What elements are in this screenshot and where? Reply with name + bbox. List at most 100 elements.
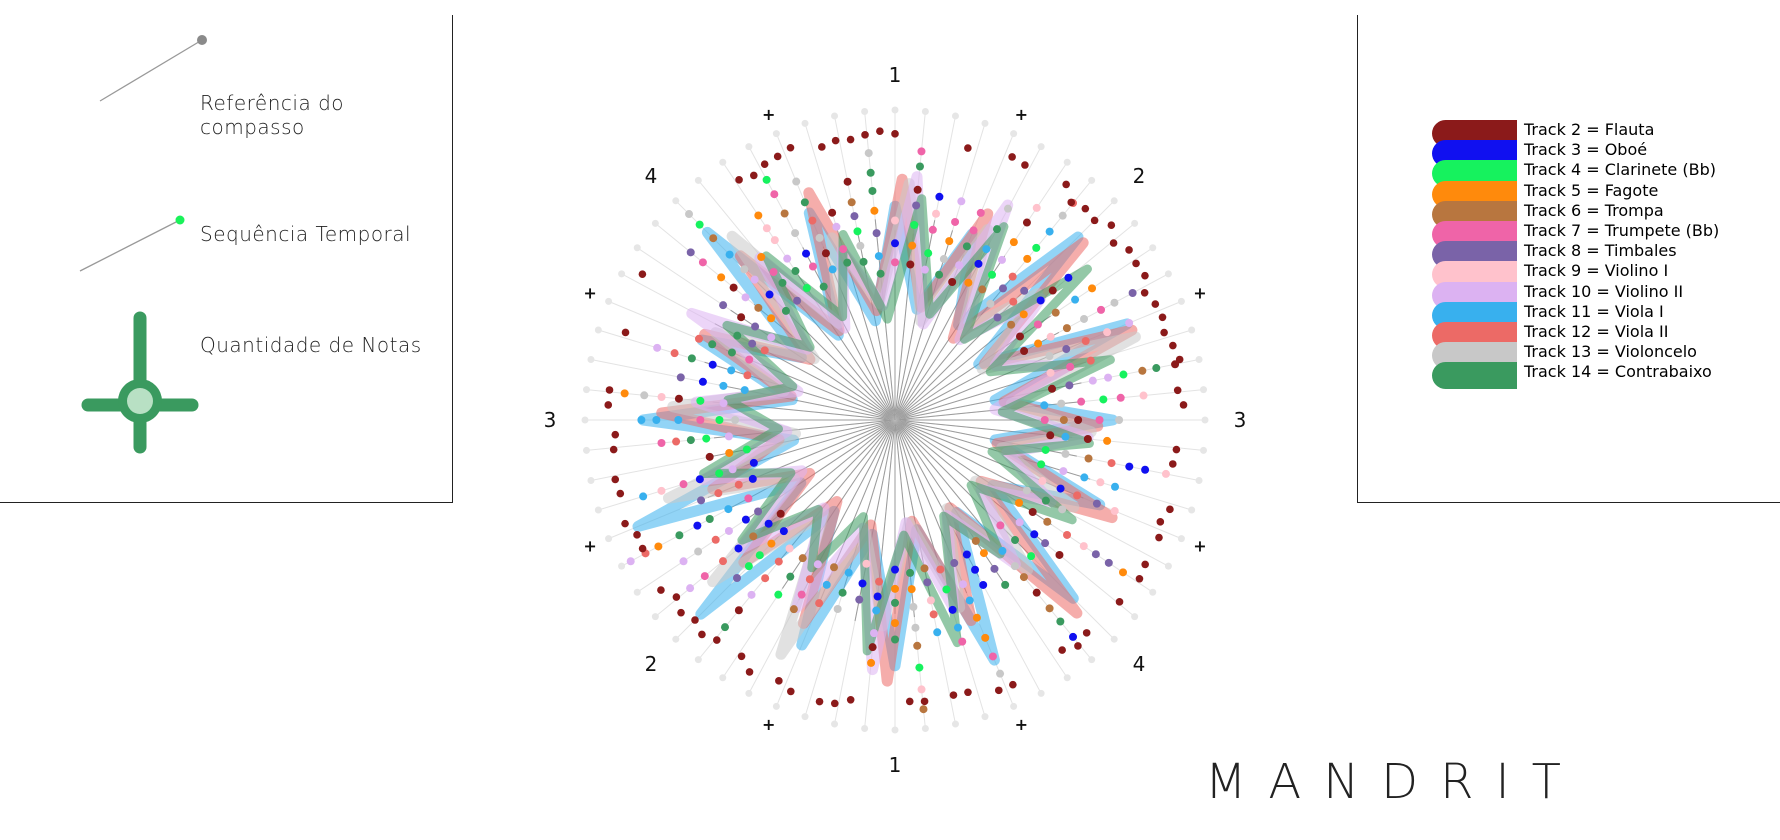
note-dot bbox=[861, 131, 869, 139]
note-dot bbox=[932, 209, 941, 218]
beat-label: 3 bbox=[1234, 408, 1247, 432]
note-dot bbox=[843, 177, 852, 186]
note-dot bbox=[997, 255, 1006, 264]
note-dot bbox=[867, 658, 876, 667]
note-dot bbox=[1081, 337, 1090, 346]
reference-dot bbox=[582, 386, 590, 394]
note-dot bbox=[971, 565, 980, 574]
note-dot bbox=[700, 572, 709, 581]
note-dot bbox=[674, 394, 683, 403]
note-dot bbox=[982, 245, 991, 254]
legend-item-label: Track 6 = Trompa bbox=[1524, 200, 1664, 220]
note-dot bbox=[917, 147, 926, 156]
note-dot bbox=[694, 547, 703, 556]
note-dot bbox=[808, 262, 817, 271]
note-dot bbox=[695, 220, 704, 229]
note-dot bbox=[802, 249, 811, 258]
measure-reference-label: Referência do compasso bbox=[200, 91, 345, 139]
note-dot bbox=[971, 536, 980, 545]
note-dot bbox=[1074, 642, 1082, 650]
note-dot bbox=[611, 475, 620, 484]
reference-dot bbox=[1200, 386, 1208, 394]
note-dot bbox=[786, 572, 795, 581]
note-dot bbox=[957, 197, 966, 206]
note-dot bbox=[633, 531, 641, 539]
note-dot bbox=[1071, 295, 1080, 304]
legend-swatch bbox=[1432, 362, 1517, 390]
note-dot bbox=[1115, 598, 1124, 606]
note-dot bbox=[846, 135, 855, 144]
note-dot bbox=[815, 697, 824, 706]
beat-label: 3 bbox=[544, 408, 557, 432]
brand-wordmark: MANDRIT bbox=[1205, 754, 1583, 810]
note-dot bbox=[733, 573, 742, 582]
beat-label: 2 bbox=[1133, 164, 1146, 188]
note-dot bbox=[691, 616, 699, 624]
note-dot bbox=[620, 389, 629, 398]
offbeat-label: + bbox=[1015, 105, 1028, 124]
note-dot bbox=[1161, 469, 1170, 478]
note-dot bbox=[872, 229, 881, 238]
note-dot bbox=[737, 313, 746, 322]
note-dot bbox=[1168, 460, 1177, 468]
note-dot bbox=[912, 201, 921, 210]
note-dot bbox=[675, 531, 684, 540]
note-dot bbox=[1009, 680, 1017, 689]
note-dot bbox=[733, 331, 742, 340]
note-dot bbox=[1125, 319, 1134, 328]
note-dot bbox=[770, 236, 779, 245]
note-dot bbox=[1110, 507, 1119, 516]
note-dot bbox=[808, 216, 817, 225]
note-dot bbox=[979, 580, 988, 589]
note-dot bbox=[1048, 384, 1057, 393]
note-dot bbox=[1097, 305, 1106, 314]
note-dot bbox=[1090, 216, 1099, 225]
note-dot bbox=[711, 535, 720, 544]
note-dot bbox=[725, 448, 734, 457]
note-dot bbox=[679, 480, 688, 489]
note-dot bbox=[951, 217, 960, 226]
note-dot bbox=[697, 496, 706, 505]
note-dot bbox=[731, 416, 740, 424]
legend-item-label: Track 7 = Trumpete (Bb) bbox=[1524, 220, 1720, 240]
note-dot bbox=[909, 602, 918, 611]
note-dot bbox=[846, 695, 855, 704]
note-dot bbox=[945, 237, 954, 246]
note-dot bbox=[1151, 300, 1160, 308]
note-dot bbox=[1063, 530, 1072, 539]
note-dot bbox=[862, 559, 871, 568]
note-dot bbox=[815, 233, 824, 242]
note-dot bbox=[638, 270, 647, 278]
note-dot bbox=[876, 127, 884, 136]
track-legend-panel bbox=[1357, 15, 1780, 503]
note-dot bbox=[1066, 362, 1075, 371]
note-dot bbox=[832, 222, 841, 231]
legend-item-label: Track 9 = Violino I bbox=[1524, 261, 1669, 281]
note-dot bbox=[750, 275, 759, 284]
note-dot bbox=[992, 225, 1001, 234]
note-dot bbox=[1064, 273, 1073, 282]
note-dot bbox=[764, 519, 773, 528]
note-dot bbox=[1073, 491, 1082, 500]
note-dot bbox=[698, 377, 707, 386]
note-dot bbox=[830, 699, 839, 708]
note-dot bbox=[870, 206, 879, 215]
legend-item-label: Track 13 = Violoncelo bbox=[1524, 342, 1697, 362]
note-dot bbox=[1139, 391, 1148, 400]
note-dot bbox=[621, 519, 629, 528]
offbeat-label: + bbox=[762, 715, 775, 734]
note-dot bbox=[1036, 296, 1045, 305]
note-dot bbox=[1020, 286, 1029, 295]
note-dot bbox=[1010, 562, 1019, 571]
reference-dot bbox=[1200, 446, 1208, 454]
note-dot bbox=[1011, 536, 1020, 545]
note-dot bbox=[891, 619, 899, 628]
note-dot bbox=[1046, 368, 1055, 377]
reference-dot bbox=[587, 476, 595, 484]
reference-dot bbox=[772, 702, 780, 710]
note-dot bbox=[1062, 324, 1071, 333]
reference-dot bbox=[772, 130, 780, 138]
reference-dot bbox=[1195, 476, 1203, 484]
legend-item-label: Track 4 = Clarinete (Bb) bbox=[1524, 160, 1716, 180]
note-dot bbox=[907, 585, 916, 594]
